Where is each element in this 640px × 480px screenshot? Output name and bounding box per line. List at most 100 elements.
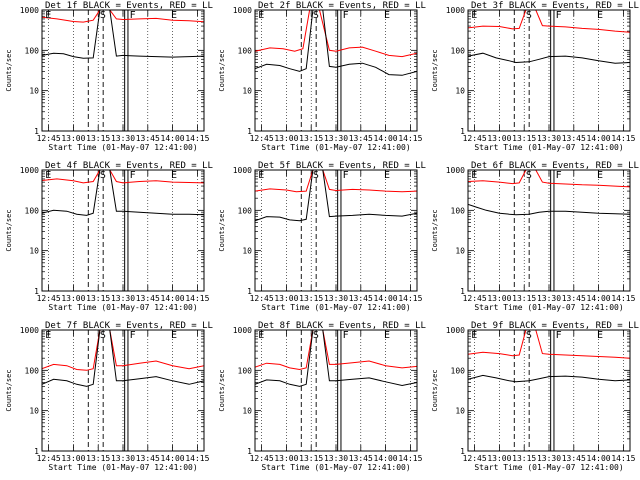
marker-S: S: [100, 170, 106, 181]
x-tick-label: 14:00: [587, 454, 611, 463]
marker-S: S: [526, 170, 532, 181]
y-tick-label: 10: [455, 407, 465, 416]
marker-E: E: [597, 170, 603, 181]
y-tick-label: 1: [34, 447, 39, 456]
x-tick-label: 12:45: [37, 454, 61, 463]
detector-panel-3: Det 3f BLACK = Events, RED = LLD Counts/s…: [431, 1, 639, 152]
x-tick-label: 14:00: [374, 294, 398, 303]
y-tick-label: 100: [238, 206, 253, 215]
marker-E: E: [471, 170, 477, 181]
panel-title: Det 4f BLACK = Events, RED = LLD: [45, 161, 213, 171]
x-axis-label: Start Time (01-May-07 12:41:00): [261, 463, 410, 472]
y-tick-label: 100: [238, 46, 253, 55]
x-tick-label: 14:00: [587, 294, 611, 303]
marker-E: E: [171, 170, 177, 181]
detector-panel-9: Det 9f BLACK = Events, RED = LLD Counts/s…: [431, 321, 639, 472]
x-tick-label: 13:45: [349, 454, 373, 463]
x-tick-label: 12:45: [463, 134, 487, 143]
series-events: [42, 170, 204, 216]
series-events: [255, 10, 417, 76]
marker-E: E: [171, 330, 177, 341]
x-tick-label: 13:30: [111, 454, 135, 463]
y-tick-label: 100: [25, 206, 40, 215]
marker-F: F: [130, 170, 136, 181]
plot-frame: [254, 169, 418, 292]
series-lld: [468, 330, 630, 359]
marker-S: S: [526, 330, 532, 341]
plot-frame: [467, 9, 631, 132]
x-axis-label: Start Time (01-May-07 12:41:00): [48, 463, 197, 472]
y-tick-label: 10: [29, 407, 39, 416]
y-axis-label: Counts/sec: [431, 209, 439, 251]
y-tick-label: 1: [247, 127, 252, 136]
x-tick-label: 13:15: [86, 294, 110, 303]
x-tick-label: 14:00: [161, 294, 185, 303]
plot-frame: [41, 9, 205, 132]
marker-F: F: [343, 330, 349, 341]
x-tick-label: 13:15: [299, 294, 323, 303]
x-tick-label: 13:45: [562, 294, 586, 303]
detector-panel-5: Det 5f BLACK = Events, RED = LLD Counts/s…: [218, 161, 426, 312]
y-axis-label: Counts/sec: [431, 49, 439, 91]
x-tick-label: 13:45: [136, 134, 160, 143]
detector-panel-1: Det 1f BLACK = Events, RED = LLD Counts/s…: [5, 1, 213, 152]
x-tick-label: 14:15: [398, 454, 422, 463]
marker-E: E: [45, 330, 51, 341]
marker-F: F: [343, 170, 349, 181]
x-tick-label: 13:30: [537, 134, 561, 143]
plot-frame: [41, 329, 205, 452]
series-lld: [255, 170, 417, 193]
y-axis-label: Counts/sec: [218, 369, 226, 411]
panel-title: Det 2f BLACK = Events, RED = LLD: [258, 1, 426, 11]
x-tick-label: 13:30: [111, 134, 135, 143]
y-tick-label: 10: [455, 247, 465, 256]
marker-E: E: [258, 170, 264, 181]
marker-E: E: [597, 10, 603, 21]
y-tick-label: 1: [247, 447, 252, 456]
y-tick-label: 1000: [233, 166, 252, 175]
x-axis-label: Start Time (01-May-07 12:41:00): [474, 303, 623, 312]
marker-S: S: [313, 330, 319, 341]
marker-S: S: [100, 330, 106, 341]
x-tick-label: 13:45: [562, 134, 586, 143]
y-tick-label: 100: [25, 366, 40, 375]
x-tick-label: 14:15: [398, 294, 422, 303]
marker-E: E: [471, 330, 477, 341]
y-tick-label: 1000: [233, 6, 252, 15]
x-axis-label: Start Time (01-May-07 12:41:00): [474, 463, 623, 472]
x-tick-label: 13:15: [86, 134, 110, 143]
y-tick-label: 1: [460, 447, 465, 456]
y-axis-label: Counts/sec: [5, 49, 13, 91]
x-tick-label: 13:00: [61, 134, 85, 143]
y-tick-label: 1: [460, 287, 465, 296]
y-axis-label: Counts/sec: [431, 369, 439, 411]
marker-F: F: [343, 10, 349, 21]
marker-E: E: [384, 170, 390, 181]
plot-frame: [467, 169, 631, 292]
marker-E: E: [258, 10, 264, 21]
x-tick-label: 13:30: [324, 134, 348, 143]
x-tick-label: 13:15: [512, 134, 536, 143]
x-tick-label: 12:45: [463, 454, 487, 463]
x-tick-label: 13:00: [487, 454, 511, 463]
x-tick-label: 13:15: [512, 454, 536, 463]
x-tick-label: 13:00: [274, 134, 298, 143]
y-axis-label: Counts/sec: [218, 209, 226, 251]
series-lld: [255, 330, 417, 371]
y-tick-label: 1000: [446, 6, 465, 15]
x-tick-label: 13:15: [86, 454, 110, 463]
x-axis-label: Start Time (01-May-07 12:41:00): [261, 143, 410, 152]
x-tick-label: 14:15: [185, 134, 209, 143]
series-events: [468, 203, 630, 216]
x-tick-label: 13:00: [274, 294, 298, 303]
marker-F: F: [556, 10, 562, 21]
series-lld: [42, 10, 204, 23]
y-tick-label: 1: [460, 127, 465, 136]
marker-S: S: [313, 170, 319, 181]
y-tick-label: 100: [451, 46, 466, 55]
x-tick-label: 13:15: [299, 454, 323, 463]
x-tick-label: 13:00: [61, 294, 85, 303]
x-tick-label: 13:00: [274, 454, 298, 463]
x-axis-label: Start Time (01-May-07 12:41:00): [474, 143, 623, 152]
x-tick-label: 13:00: [61, 454, 85, 463]
